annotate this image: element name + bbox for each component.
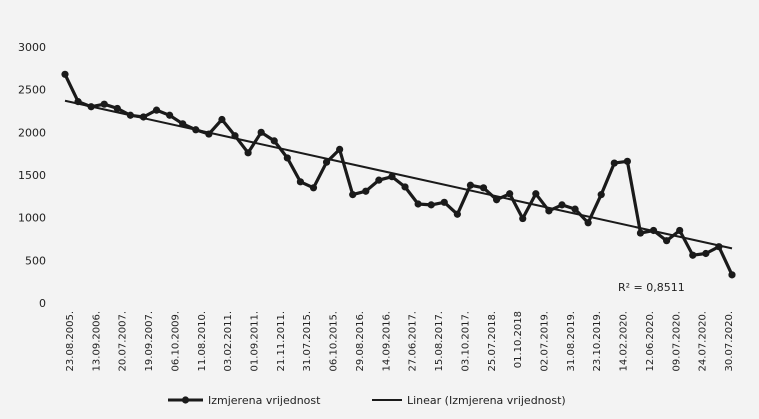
data-point: [453, 210, 461, 218]
data-point: [179, 120, 187, 128]
data-point: [715, 243, 723, 251]
data-point: [532, 190, 540, 198]
data-point: [636, 229, 645, 237]
x-tick-label: 31.07.2015.: [302, 311, 313, 371]
x-tick-label: 20.07.2007.: [118, 311, 129, 371]
data-point: [270, 137, 278, 145]
data-point: [610, 159, 618, 167]
x-tick-label: 31.08.2019.: [566, 311, 577, 371]
data-point: [663, 237, 671, 245]
data-point: [283, 154, 291, 162]
x-tick-label: 01.10.2018: [513, 311, 524, 368]
data-point: [597, 191, 605, 199]
data-point: [139, 113, 148, 121]
data-point: [440, 198, 448, 206]
data-point: [492, 196, 501, 204]
data-point: [87, 103, 95, 111]
x-axis: 23.08.2005. 13.09.2006. 20.07.2007. 19.09.2…: [65, 311, 735, 371]
data-point: [571, 205, 579, 213]
y-axis: 0 500 1000 1500 2000 2500 3000: [18, 41, 46, 310]
data-point: [519, 214, 527, 223]
data-point: [309, 184, 318, 192]
data-point: [166, 111, 174, 119]
data-point: [427, 201, 435, 209]
y-tick-label-500: 500: [25, 254, 46, 267]
data-point: [676, 226, 684, 235]
x-tick-label: 15.08.2017.: [434, 311, 445, 371]
data-point: [218, 115, 226, 124]
data-point: [113, 104, 121, 113]
legend: Izmjerena vrijednost Linear (Izmjerena vr…: [168, 394, 566, 407]
data-point: [545, 207, 553, 215]
data-point: [126, 111, 134, 119]
y-tick-label-1500: 1500: [18, 169, 46, 182]
data-point: [401, 183, 409, 191]
data-point: [362, 187, 370, 195]
data-point: [192, 126, 200, 134]
data-point: [322, 158, 331, 166]
data-point: [506, 190, 514, 198]
x-tick-label: 24.07.2020.: [698, 311, 709, 371]
x-tick-label: 03.10.2017.: [460, 311, 471, 371]
y-tick-label-2000: 2000: [18, 126, 46, 139]
x-tick-label: 27.06.2017.: [408, 311, 419, 371]
data-point: [152, 106, 161, 114]
x-tick-label: 30.07.2020.: [724, 311, 735, 371]
series-line-izmjerena-vrijednost: [63, 73, 734, 276]
y-tick-label-2500: 2500: [18, 84, 46, 97]
trendline-line: [64, 99, 733, 250]
series-group: [61, 70, 736, 279]
r-squared-label: R² = 0,8511: [618, 281, 685, 294]
data-point: [257, 128, 265, 136]
data-point: [244, 149, 252, 157]
data-point: [205, 130, 213, 138]
data-point: [336, 145, 344, 153]
x-tick-label: 23.08.2005.: [65, 311, 76, 371]
x-tick-label: 21.11.2011.: [276, 311, 287, 371]
data-point: [100, 100, 108, 108]
data-point: [623, 157, 631, 165]
data-point: [479, 184, 488, 192]
data-point: [375, 176, 383, 184]
data-point: [728, 271, 736, 279]
data-point: [649, 226, 658, 235]
x-tick-label: 02.07.2019.: [539, 311, 550, 371]
y-tick-label-1000: 1000: [18, 212, 46, 225]
data-point: [349, 191, 357, 199]
legend-label-trendline: Linear (Izmjerena vrijednost): [407, 394, 566, 407]
data-point: [584, 219, 592, 227]
data-point: [414, 200, 422, 208]
data-point: [61, 70, 69, 78]
data-point: [231, 132, 239, 140]
x-tick-label: 23.10.2019.: [592, 311, 603, 371]
x-tick-label: 03.02.2011.: [223, 311, 234, 371]
data-point: [388, 173, 396, 181]
data-point: [689, 251, 697, 259]
legend-label-series: Izmjerena vrijednost: [208, 394, 321, 407]
legend-swatch-marker: [181, 396, 190, 404]
x-tick-label: 19.09.2007.: [144, 311, 155, 371]
data-point: [466, 181, 475, 189]
y-tick-label-3000: 3000: [18, 41, 46, 54]
data-point: [296, 178, 305, 186]
x-tick-label: 12.06.2020.: [645, 311, 656, 371]
x-tick-label: 11.08.2010.: [197, 311, 208, 371]
x-tick-label: 25.07.2018.: [487, 311, 498, 371]
data-point: [702, 249, 710, 258]
data-point: [558, 201, 566, 209]
x-tick-label: 01.09.2011.: [250, 311, 261, 371]
data-point: [74, 98, 82, 106]
trendline: [64, 99, 733, 250]
y-tick-label-0: 0: [39, 297, 46, 310]
x-tick-label: 14.02.2020.: [619, 311, 630, 371]
x-tick-label: 09.07.2020.: [671, 311, 682, 371]
x-tick-label: 14.09.2016.: [381, 311, 392, 371]
x-tick-label: 13.09.2006.: [91, 311, 102, 371]
x-tick-label: 06.10.2009.: [170, 311, 181, 371]
x-tick-label: 06.10.2015.: [329, 311, 340, 371]
x-tick-label: 29.08.2016.: [355, 311, 366, 371]
